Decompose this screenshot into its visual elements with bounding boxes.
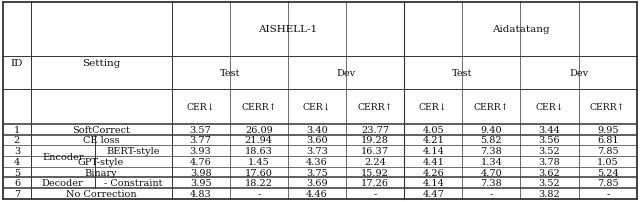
- Text: 7.85: 7.85: [597, 179, 618, 187]
- Text: 3.44: 3.44: [539, 125, 561, 134]
- Text: Aidatatang: Aidatatang: [492, 25, 549, 34]
- Text: 3.60: 3.60: [306, 136, 328, 145]
- Text: 7.85: 7.85: [597, 146, 618, 155]
- Text: Binary: Binary: [85, 168, 117, 177]
- Text: -: -: [374, 189, 377, 198]
- Text: 7.38: 7.38: [481, 179, 502, 187]
- Text: 1: 1: [14, 125, 20, 134]
- Text: 3.52: 3.52: [539, 179, 561, 187]
- Text: 4.41: 4.41: [422, 157, 444, 166]
- Text: 3.77: 3.77: [189, 136, 212, 145]
- Text: BERT-style: BERT-style: [106, 146, 160, 155]
- Text: 3.75: 3.75: [306, 168, 328, 177]
- Text: GPT-style: GPT-style: [78, 157, 124, 166]
- Text: -: -: [606, 189, 609, 198]
- Text: SoftCorrect: SoftCorrect: [72, 125, 130, 134]
- Text: 4.83: 4.83: [189, 189, 211, 198]
- Text: CER↓: CER↓: [186, 103, 215, 112]
- Text: 9.40: 9.40: [481, 125, 502, 134]
- Text: 4.26: 4.26: [422, 168, 444, 177]
- Text: 15.92: 15.92: [361, 168, 389, 177]
- Text: 18.63: 18.63: [245, 146, 273, 155]
- Text: Encoder: Encoder: [42, 152, 83, 161]
- Text: 6: 6: [14, 179, 20, 187]
- Text: 17.26: 17.26: [361, 179, 389, 187]
- Text: 26.09: 26.09: [245, 125, 273, 134]
- Text: 16.37: 16.37: [361, 146, 389, 155]
- Text: 4.14: 4.14: [422, 179, 444, 187]
- Text: 5.24: 5.24: [597, 168, 619, 177]
- Text: 3.98: 3.98: [190, 168, 211, 177]
- Text: 3.56: 3.56: [539, 136, 561, 145]
- Text: Decoder: Decoder: [42, 179, 84, 187]
- Text: CER↓: CER↓: [303, 103, 331, 112]
- Text: 3.52: 3.52: [539, 146, 561, 155]
- Text: 1.05: 1.05: [597, 157, 618, 166]
- Text: CER↓: CER↓: [535, 103, 564, 112]
- Text: 4.14: 4.14: [422, 146, 444, 155]
- Text: 1.34: 1.34: [481, 157, 502, 166]
- Text: -: -: [490, 189, 493, 198]
- Text: 2.24: 2.24: [364, 157, 386, 166]
- Text: 4.70: 4.70: [481, 168, 502, 177]
- Text: 5: 5: [14, 168, 20, 177]
- Text: -: -: [257, 189, 260, 198]
- Text: 3.57: 3.57: [189, 125, 211, 134]
- Text: CER↓: CER↓: [419, 103, 447, 112]
- Text: 3: 3: [14, 146, 20, 155]
- Text: CERR↑: CERR↑: [474, 103, 509, 112]
- Text: 4.46: 4.46: [306, 189, 328, 198]
- Text: CERR↑: CERR↑: [590, 103, 625, 112]
- Text: Dev: Dev: [337, 69, 356, 78]
- Text: Setting: Setting: [82, 59, 120, 68]
- Text: 3.69: 3.69: [306, 179, 328, 187]
- Text: CERR↑: CERR↑: [357, 103, 393, 112]
- Text: 4.76: 4.76: [189, 157, 211, 166]
- Text: ID: ID: [11, 59, 23, 68]
- Text: - Constraint: - Constraint: [104, 179, 163, 187]
- Text: CE loss: CE loss: [83, 136, 120, 145]
- Text: 5.82: 5.82: [481, 136, 502, 145]
- Text: Dev: Dev: [569, 69, 588, 78]
- Text: 3.73: 3.73: [306, 146, 328, 155]
- Text: 4: 4: [14, 157, 20, 166]
- Text: 9.95: 9.95: [597, 125, 618, 134]
- Text: 3.40: 3.40: [306, 125, 328, 134]
- Text: 3.62: 3.62: [539, 168, 561, 177]
- Text: 23.77: 23.77: [361, 125, 389, 134]
- Text: CERR↑: CERR↑: [241, 103, 276, 112]
- Text: 4.21: 4.21: [422, 136, 444, 145]
- Text: 7.38: 7.38: [481, 146, 502, 155]
- Text: 1.45: 1.45: [248, 157, 269, 166]
- Text: 4.36: 4.36: [306, 157, 328, 166]
- Text: 3.78: 3.78: [539, 157, 561, 166]
- Text: 21.94: 21.94: [244, 136, 273, 145]
- Text: 3.95: 3.95: [190, 179, 211, 187]
- Text: 6.81: 6.81: [597, 136, 618, 145]
- Text: No Correction: No Correction: [66, 189, 136, 198]
- Text: 4.47: 4.47: [422, 189, 444, 198]
- Text: 4.05: 4.05: [422, 125, 444, 134]
- Text: 7: 7: [14, 189, 20, 198]
- Text: 3.82: 3.82: [539, 189, 561, 198]
- Text: Test: Test: [452, 69, 472, 78]
- Text: AISHELL-1: AISHELL-1: [259, 25, 317, 34]
- Text: 18.22: 18.22: [244, 179, 273, 187]
- Text: 19.28: 19.28: [361, 136, 389, 145]
- Text: Test: Test: [220, 69, 240, 78]
- Text: 2: 2: [14, 136, 20, 145]
- Text: 3.93: 3.93: [189, 146, 211, 155]
- Text: 17.60: 17.60: [245, 168, 273, 177]
